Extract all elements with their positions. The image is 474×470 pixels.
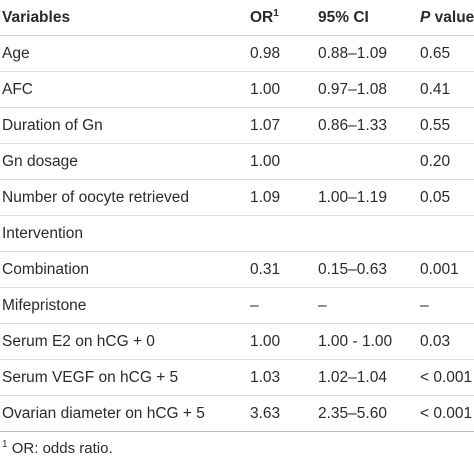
- cell-or: –: [244, 287, 306, 324]
- header-p-value: P value: [412, 0, 474, 36]
- cell-p-value: –: [412, 287, 474, 324]
- cell-variable: Serum VEGF on hCG + 5: [0, 359, 244, 396]
- table-row: Serum E2 on hCG + 0 1.00 1.00 - 1.00 0.0…: [0, 323, 474, 360]
- cell-or: [244, 215, 306, 252]
- cell-variable: Combination: [0, 251, 244, 288]
- cell-or: 1.00: [244, 143, 306, 180]
- cell-or: 1.00: [244, 71, 306, 108]
- cell-variable: Age: [0, 35, 244, 72]
- cell-p-value: < 0.001: [412, 395, 474, 432]
- table-header: Variables OR1 95% CI P value: [0, 0, 474, 36]
- table-row: Combination 0.31 0.15–0.63 0.001: [0, 251, 474, 288]
- header-ci: 95% CI: [306, 0, 412, 36]
- table-row: Number of oocyte retrieved 1.09 1.00–1.1…: [0, 179, 474, 216]
- header-or-superscript: 1: [273, 7, 279, 19]
- cell-p-value: < 0.001: [412, 359, 474, 396]
- table-row: Serum VEGF on hCG + 5 1.03 1.02–1.04 < 0…: [0, 359, 474, 396]
- regression-table: Variables OR1 95% CI P value Age 0.98 0.…: [0, 0, 474, 432]
- table-row: AFC 1.00 0.97–1.08 0.41: [0, 71, 474, 108]
- cell-variable: Gn dosage: [0, 143, 244, 180]
- table-body: Age 0.98 0.88–1.09 0.65 AFC 1.00 0.97–1.…: [0, 35, 474, 432]
- cell-variable: Serum E2 on hCG + 0: [0, 323, 244, 360]
- table-row: Intervention: [0, 215, 474, 252]
- table-row: Age 0.98 0.88–1.09 0.65: [0, 35, 474, 72]
- table-row: Mifepristone – – –: [0, 287, 474, 324]
- cell-variable: Mifepristone: [0, 287, 244, 324]
- cell-ci: 2.35–5.60: [306, 395, 412, 432]
- cell-or: 0.31: [244, 251, 306, 288]
- cell-variable: Ovarian diameter on hCG + 5: [0, 395, 244, 432]
- cell-p-value: 0.41: [412, 71, 474, 108]
- table-row: Duration of Gn 1.07 0.86–1.33 0.55: [0, 107, 474, 144]
- cell-or: 3.63: [244, 395, 306, 432]
- cell-p-value: 0.001: [412, 251, 474, 288]
- cell-variable: AFC: [0, 71, 244, 108]
- cell-p-value: 0.05: [412, 179, 474, 216]
- table-footnote: 1 OR: odds ratio.: [0, 439, 474, 458]
- table-row: Ovarian diameter on hCG + 5 3.63 2.35–5.…: [0, 395, 474, 432]
- header-variables-label: Variables: [2, 8, 71, 26]
- cell-ci: –: [306, 287, 412, 324]
- cell-or: 1.07: [244, 107, 306, 144]
- table-row: Gn dosage 1.00 0.20: [0, 143, 474, 180]
- header-p-italic: P: [420, 8, 431, 26]
- cell-variable: Intervention: [0, 215, 244, 252]
- cell-or: 0.98: [244, 35, 306, 72]
- cell-ci: 0.97–1.08: [306, 71, 412, 108]
- regression-table-container: Variables OR1 95% CI P value Age 0.98 0.…: [0, 0, 474, 457]
- cell-p-value: 0.55: [412, 107, 474, 144]
- cell-or: 1.00: [244, 323, 306, 360]
- cell-ci: 0.15–0.63: [306, 251, 412, 288]
- cell-ci: 1.00 - 1.00: [306, 323, 412, 360]
- cell-p-value: [412, 215, 474, 252]
- cell-or: 1.03: [244, 359, 306, 396]
- header-or: OR1: [244, 0, 306, 36]
- header-row: Variables OR1 95% CI P value: [0, 0, 474, 36]
- header-or-label: OR: [250, 8, 274, 26]
- cell-ci: 0.88–1.09: [306, 35, 412, 72]
- footnote-text: OR: odds ratio.: [7, 440, 113, 457]
- cell-p-value: 0.20: [412, 143, 474, 180]
- cell-variable: Number of oocyte retrieved: [0, 179, 244, 216]
- header-ci-label: 95% CI: [318, 8, 369, 26]
- cell-ci: [306, 215, 412, 252]
- footnote-marker: 1: [2, 439, 8, 450]
- cell-variable: Duration of Gn: [0, 107, 244, 144]
- cell-ci: 1.02–1.04: [306, 359, 412, 396]
- cell-ci: 1.00–1.19: [306, 179, 412, 216]
- cell-p-value: 0.65: [412, 35, 474, 72]
- cell-p-value: 0.03: [412, 323, 474, 360]
- cell-ci: [306, 143, 412, 180]
- cell-or: 1.09: [244, 179, 306, 216]
- header-p-rest: value: [430, 8, 474, 26]
- header-variables: Variables: [0, 0, 244, 36]
- cell-ci: 0.86–1.33: [306, 107, 412, 144]
